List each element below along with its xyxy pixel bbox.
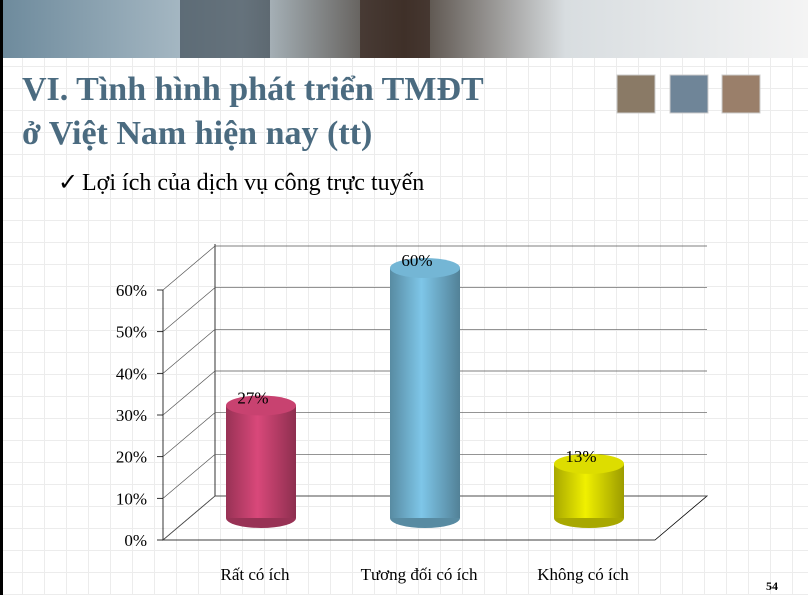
y-tick-label: 60% [116, 281, 147, 300]
x-tick-label: Tương đối có ích [361, 565, 478, 584]
thumbnail [617, 75, 655, 113]
y-tick-label: 20% [116, 448, 147, 467]
y-tick-label: 40% [116, 364, 147, 383]
y-tick-label: 30% [116, 406, 147, 425]
value-label: 27% [237, 389, 268, 408]
grid-line-side [163, 371, 215, 415]
grid-line-side [163, 454, 215, 498]
value-label: 13% [565, 447, 596, 466]
bullet-text: Lợi ích của dịch vụ công trực tuyến [82, 170, 424, 196]
left-border [0, 0, 3, 595]
y-tick-label: 50% [116, 323, 147, 342]
grid-line-side [163, 288, 215, 332]
y-tick-label: 0% [124, 531, 147, 550]
grid-line-side [163, 413, 215, 457]
grid-line-side [163, 329, 215, 373]
slide: VI. Tình hình phát triển TMĐT ở Việt Nam… [0, 0, 808, 595]
check-mark: ✓ [58, 170, 78, 196]
thumbnail [670, 75, 708, 113]
header-photo-part [180, 0, 270, 58]
slide-canvas: VI. Tình hình phát triển TMĐT ở Việt Nam… [0, 0, 808, 595]
thumbnail [722, 75, 760, 113]
x-tick-label: Rất có ích [221, 565, 290, 584]
y-tick-label: 10% [116, 489, 147, 508]
grid-line-side [163, 496, 215, 540]
slide-title: VI. Tình hình phát triển TMĐT [22, 71, 484, 108]
bar [390, 268, 460, 518]
x-tick-label: Không có ích [537, 565, 629, 584]
slide-title: ở Việt Nam hiện nay (tt) [22, 115, 372, 152]
header-photo-part [360, 0, 430, 58]
bar [226, 406, 296, 519]
page-number: 54 [766, 579, 778, 593]
grid-line-side [163, 246, 215, 290]
value-label: 60% [401, 251, 432, 270]
